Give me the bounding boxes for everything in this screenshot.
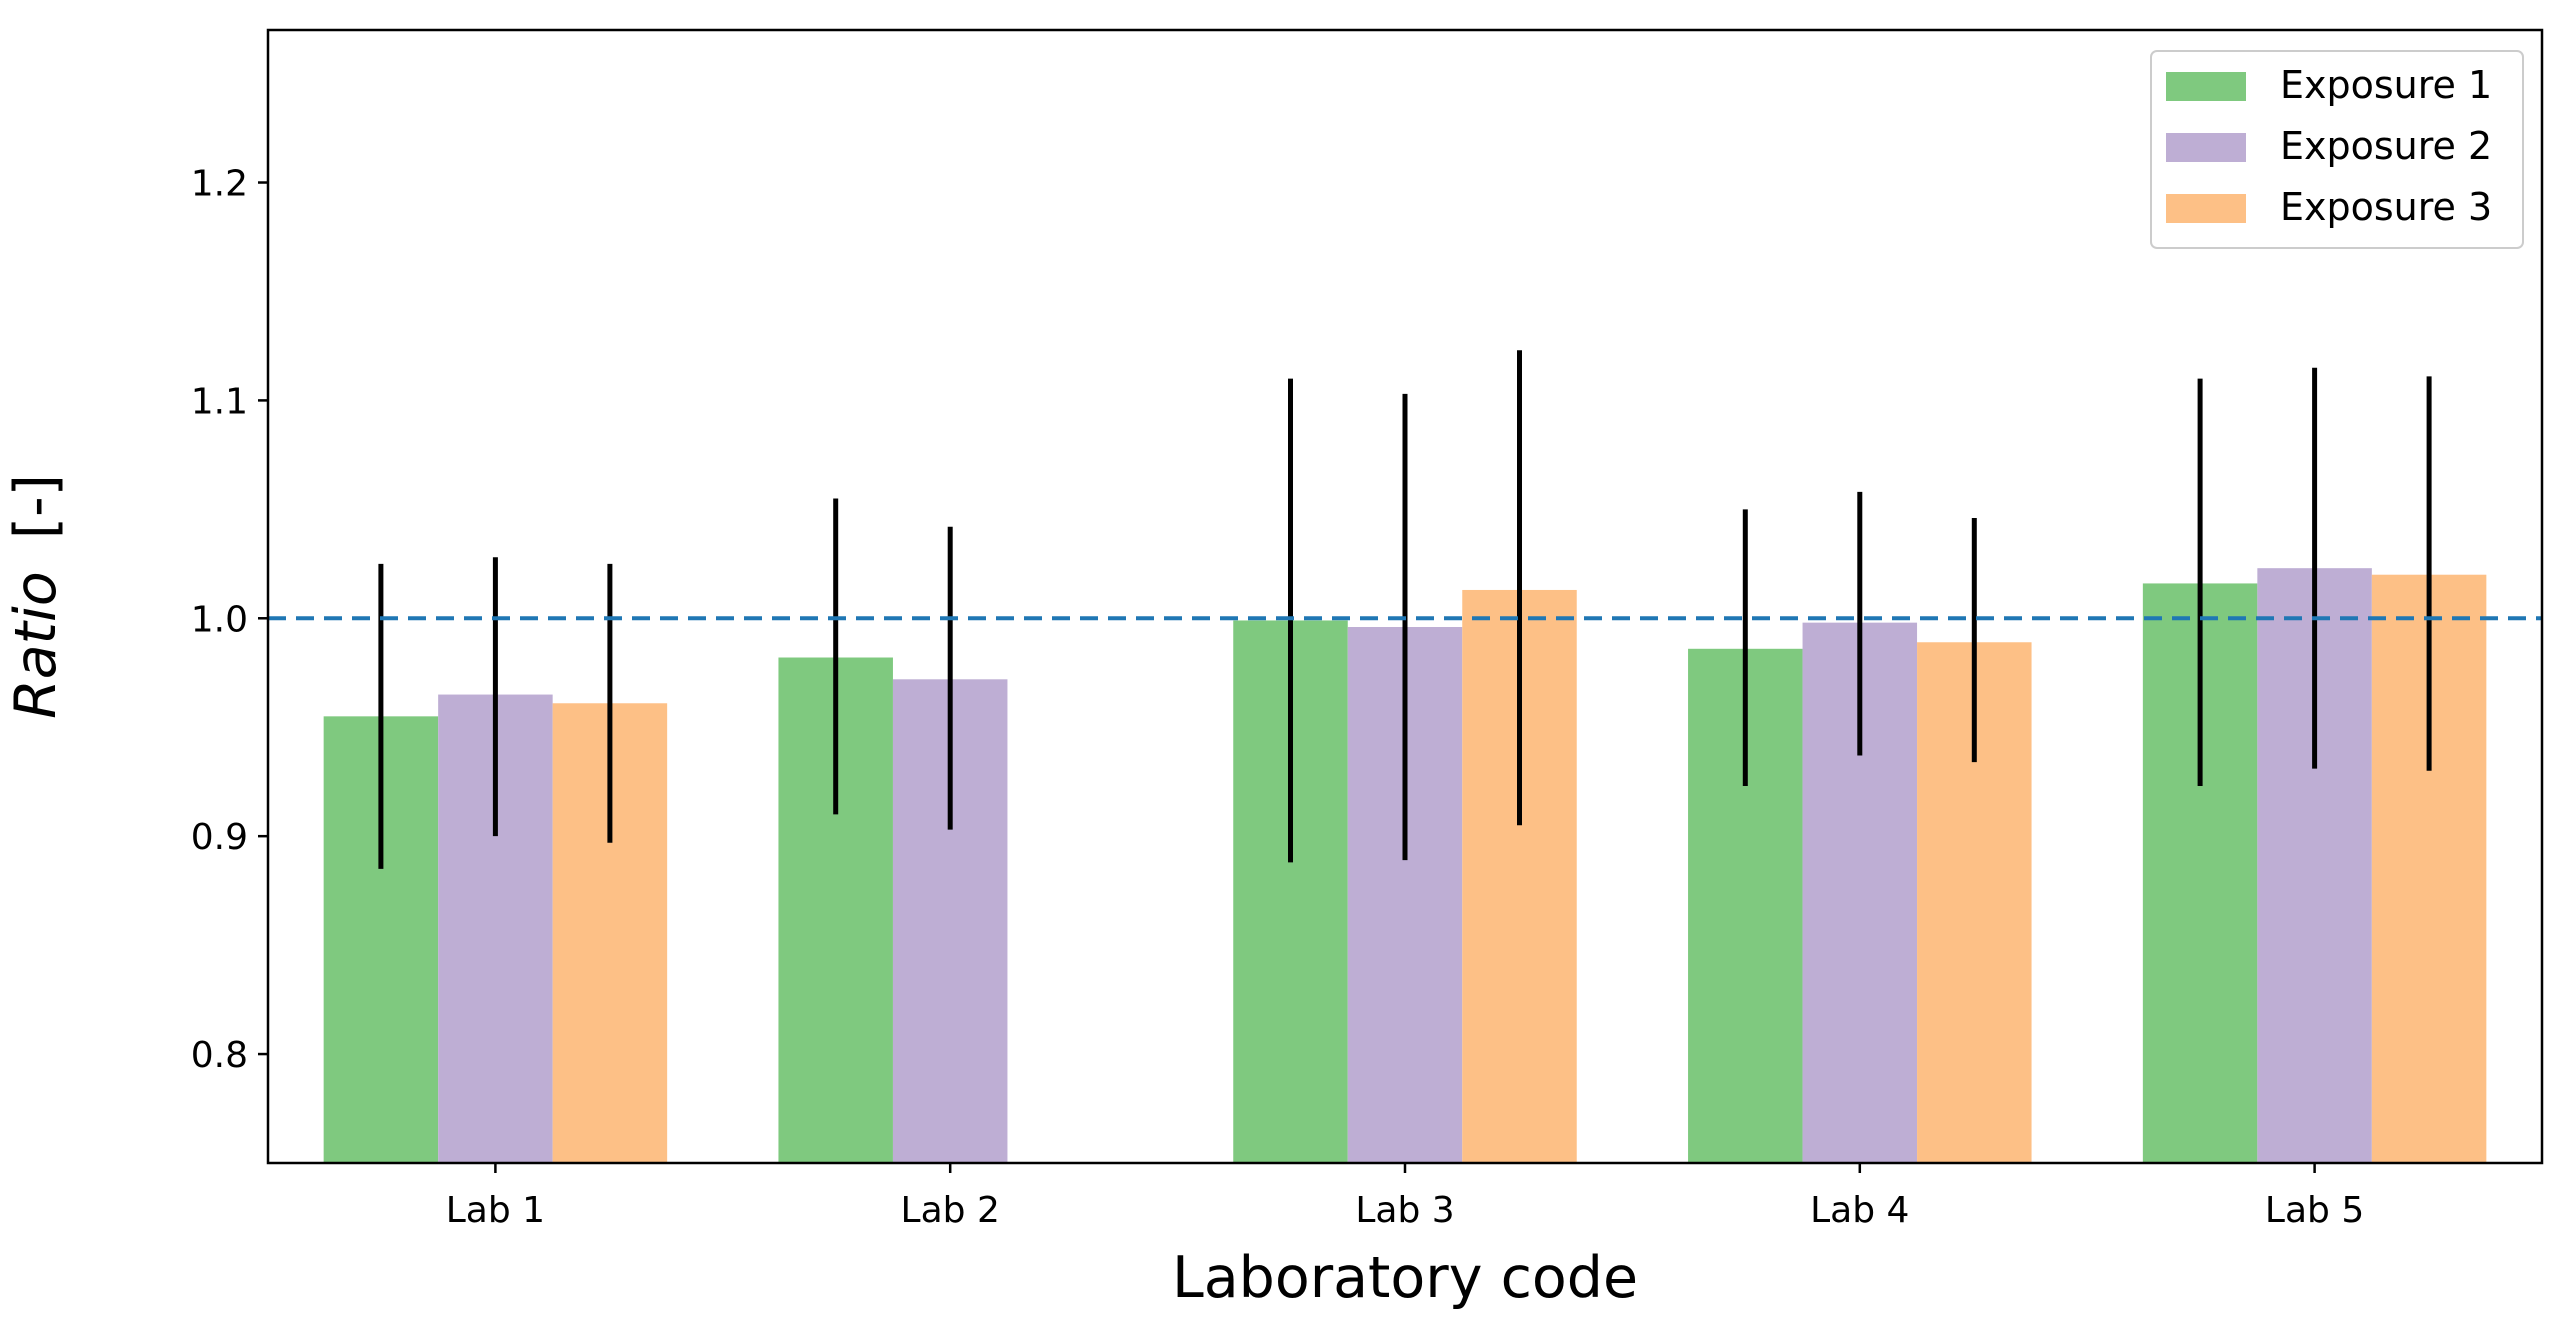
- y-axis: 0.8 0.9 1.0 1.1 1.2: [191, 164, 268, 1076]
- x-axis-title: Laboratory code: [1172, 1245, 1638, 1311]
- legend-label-exposure-2: Exposure 2: [2280, 124, 2492, 168]
- y-axis-title-name: Ratio: [3, 571, 69, 719]
- bars-layer: [323, 568, 2487, 1163]
- y-tick-label: 1.1: [191, 381, 248, 422]
- x-tick-label: Lab 5: [2265, 1190, 2364, 1231]
- y-tick-label: 0.8: [191, 1035, 248, 1076]
- legend-label-exposure-3: Exposure 3: [2280, 185, 2492, 229]
- legend: Exposure 1 Exposure 2 Exposure 3: [2150, 50, 2524, 249]
- x-tick-label: Lab 1: [446, 1190, 545, 1231]
- x-tick-label: Lab 4: [1810, 1190, 1909, 1231]
- errorbars-layer: [378, 350, 2432, 869]
- x-tick-label: Lab 2: [901, 1190, 1000, 1231]
- y-tick-label: 0.9: [191, 817, 248, 858]
- legend-swatch-exposure-3: [2166, 194, 2246, 223]
- y-tick-label: 1.0: [191, 599, 248, 640]
- y-axis-title-unit: [-]: [3, 474, 69, 539]
- legend-label-exposure-1: Exposure 1: [2280, 63, 2492, 107]
- x-tick-label: Lab 3: [1355, 1190, 1454, 1231]
- y-axis-title: Ratio [-]: [3, 474, 69, 719]
- y-tick-label: 1.2: [191, 164, 248, 205]
- legend-swatch-exposure-2: [2166, 133, 2246, 162]
- x-axis: Lab 1 Lab 2 Lab 3 Lab 4 Lab 5: [446, 1163, 2364, 1231]
- legend-swatch-exposure-1: [2166, 72, 2246, 101]
